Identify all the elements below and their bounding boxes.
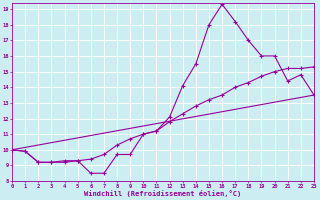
X-axis label: Windchill (Refroidissement éolien,°C): Windchill (Refroidissement éolien,°C) (84, 190, 242, 197)
